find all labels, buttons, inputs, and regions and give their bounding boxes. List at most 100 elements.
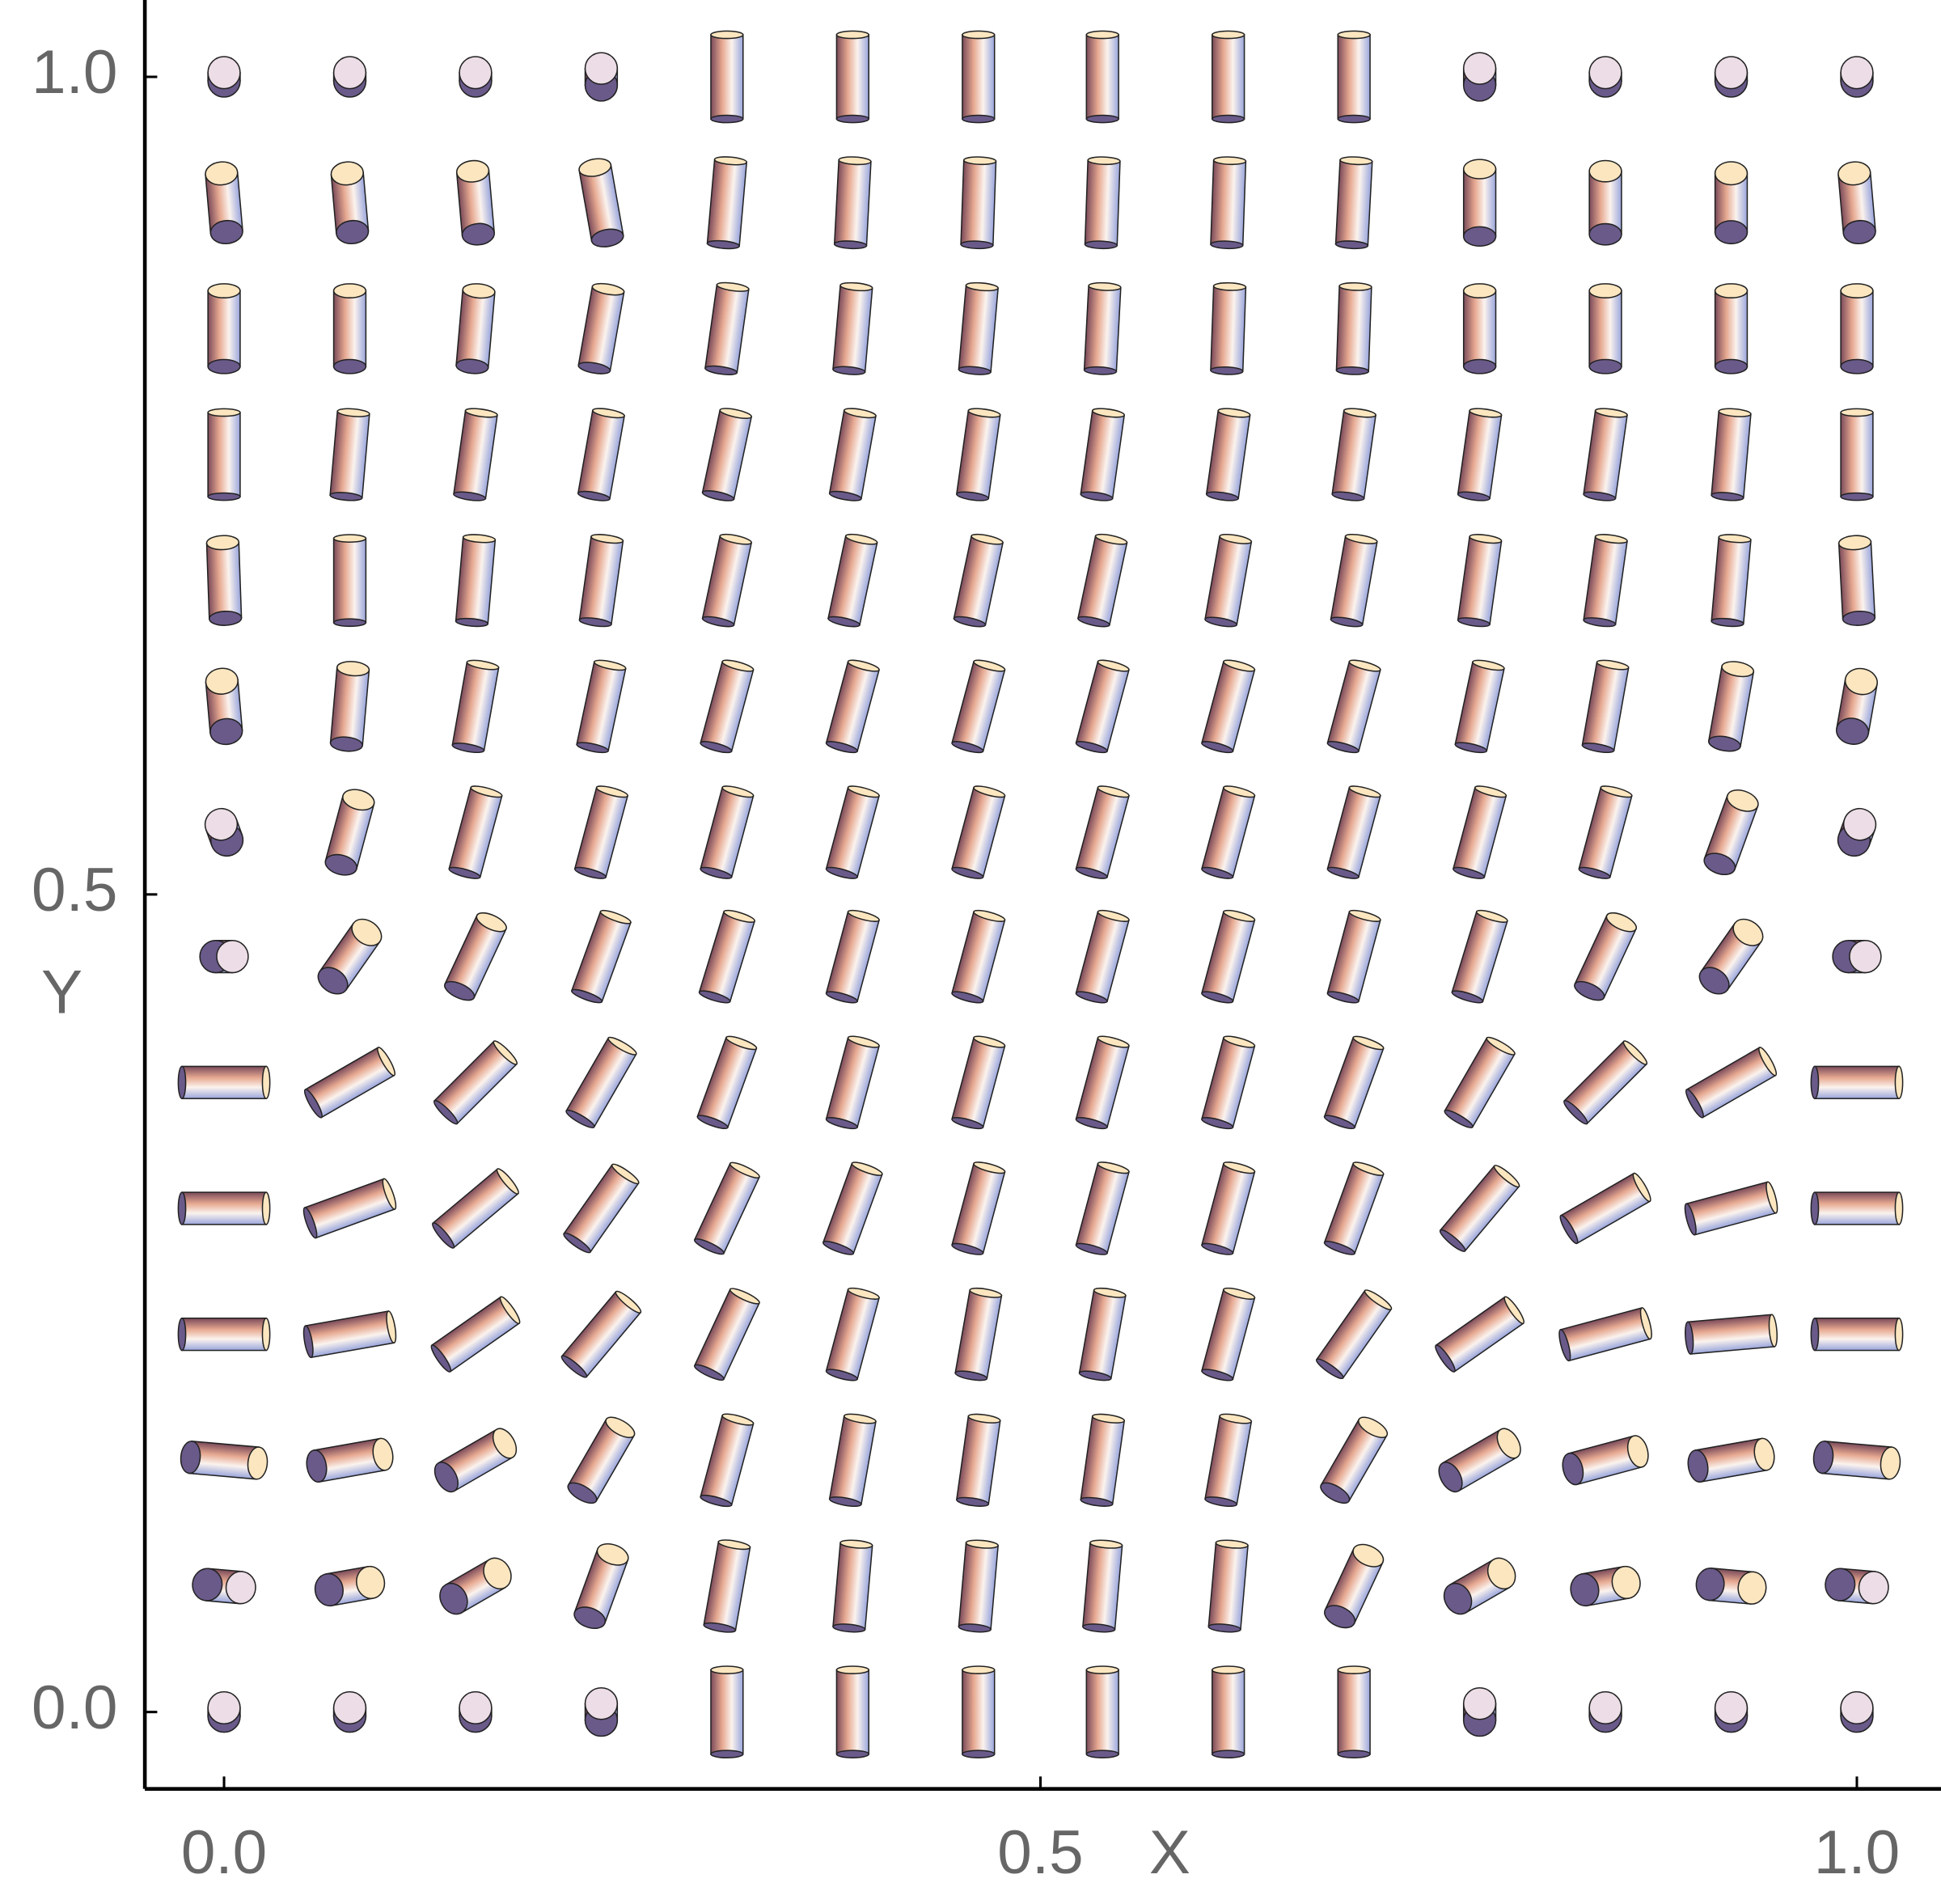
cylinder-bottom [1084,240,1119,250]
cylinder-cap [1348,909,1381,922]
cylinder-body [827,535,878,626]
cylinder [1684,1181,1778,1236]
cylinder-bottom [329,492,363,501]
cylinder-bottom [192,1568,223,1601]
cylinder [177,1065,271,1099]
cylinder-cap [342,789,375,811]
cylinder-cap [611,1163,640,1185]
cylinder-body [822,1162,883,1255]
cylinder-body [835,1669,869,1755]
cylinder-cap [591,282,625,296]
cylinder [953,533,1004,628]
cylinder-bottom [710,1750,744,1759]
cylinder-cap [1588,159,1622,183]
cylinder [204,807,244,857]
cylinder-cap [1605,912,1638,933]
cylinder-cap [721,1413,755,1426]
cylinder-body [1331,409,1376,500]
cylinder-bottom [1082,1623,1116,1633]
cylinder-bottom [1684,1203,1697,1236]
cylinder-cap [1840,56,1874,90]
cylinder-cap [729,1288,760,1305]
cylinder-bottom [828,490,862,501]
cylinder-cap [1223,1161,1256,1174]
cylinder-cap [1714,161,1749,186]
cylinder-bottom [1714,220,1749,245]
cylinder-bottom [1075,991,1108,1004]
cylinder-bottom [461,222,495,246]
cylinder [1588,1690,1622,1733]
cylinder-cap [713,156,747,166]
cylinder-body [700,1414,755,1506]
cylinder-cap [336,661,370,677]
cylinder [1837,161,1876,244]
cylinder [1201,909,1256,1004]
cylinder-body [1814,1317,1900,1352]
cylinder-body [693,1288,760,1381]
cylinder [1698,918,1764,995]
cylinder-cap [843,408,877,419]
cylinder-cap [1840,408,1874,417]
cylinder-cap [1894,1317,1904,1352]
cylinder [1084,156,1121,250]
cylinder-cap [1596,659,1630,671]
cylinder-cap [459,56,493,90]
cylinder-bottom [302,1325,314,1359]
cylinder-bottom [565,1109,595,1128]
cylinder-body [1837,541,1876,620]
cylinder-cap [207,408,241,417]
cylinder [1444,1036,1516,1128]
cylinder-cap [719,533,752,545]
cylinder-cap [835,1665,869,1674]
cylinder-cap [729,1161,760,1178]
cylinder [1714,283,1749,374]
cylinder-body [1082,1542,1123,1631]
cylinder-bottom [1454,742,1488,754]
cylinder-bottom [1201,1242,1234,1255]
cylinder-bottom [825,1369,858,1381]
cylinder [706,156,748,250]
cylinder-cap [1496,1428,1521,1459]
cylinder-bottom [1707,735,1741,752]
cylinder-body [1588,290,1622,367]
cylinder [828,408,877,501]
cylinder-bottom [1201,991,1234,1004]
cylinder-bottom [700,741,733,754]
cylinder [1462,52,1497,102]
cylinder-cap [592,408,625,419]
cylinder-cap [716,281,750,292]
cylinder [570,909,632,1004]
cylinder-bottom [1083,366,1118,375]
cylinder [332,283,367,374]
cylinder [448,785,503,879]
cylinder [951,1035,1006,1130]
cylinder-body [1201,660,1256,752]
cylinder [1326,909,1381,1004]
cylinder-bottom [700,866,733,879]
cylinder-body [958,284,999,373]
cylinder [306,1437,394,1483]
cylinder-body [958,1542,999,1631]
cylinder-cap [1594,408,1628,418]
cylinder-body [962,1669,996,1755]
cylinder-body [833,159,872,247]
cylinder-cap [1474,785,1508,798]
cylinder [576,659,627,754]
cylinder-cap [605,1416,636,1438]
cylinder-bottom [1210,240,1244,250]
cylinder [1559,1172,1651,1245]
cylinder-cap [1837,535,1872,551]
cylinder-body [1323,1036,1385,1129]
cylinder-body [828,409,877,500]
cylinder [1082,1539,1123,1633]
cylinder-bottom [832,366,866,375]
cylinder [835,1665,869,1759]
cylinder-body [1457,409,1503,500]
cylinder-body [1454,661,1505,752]
cylinder-bottom [177,1191,187,1225]
cylinder-bottom [710,114,744,124]
cylinder-bottom [1703,853,1736,876]
cylinder-body [1075,660,1130,752]
cylinder-bottom [578,617,612,628]
